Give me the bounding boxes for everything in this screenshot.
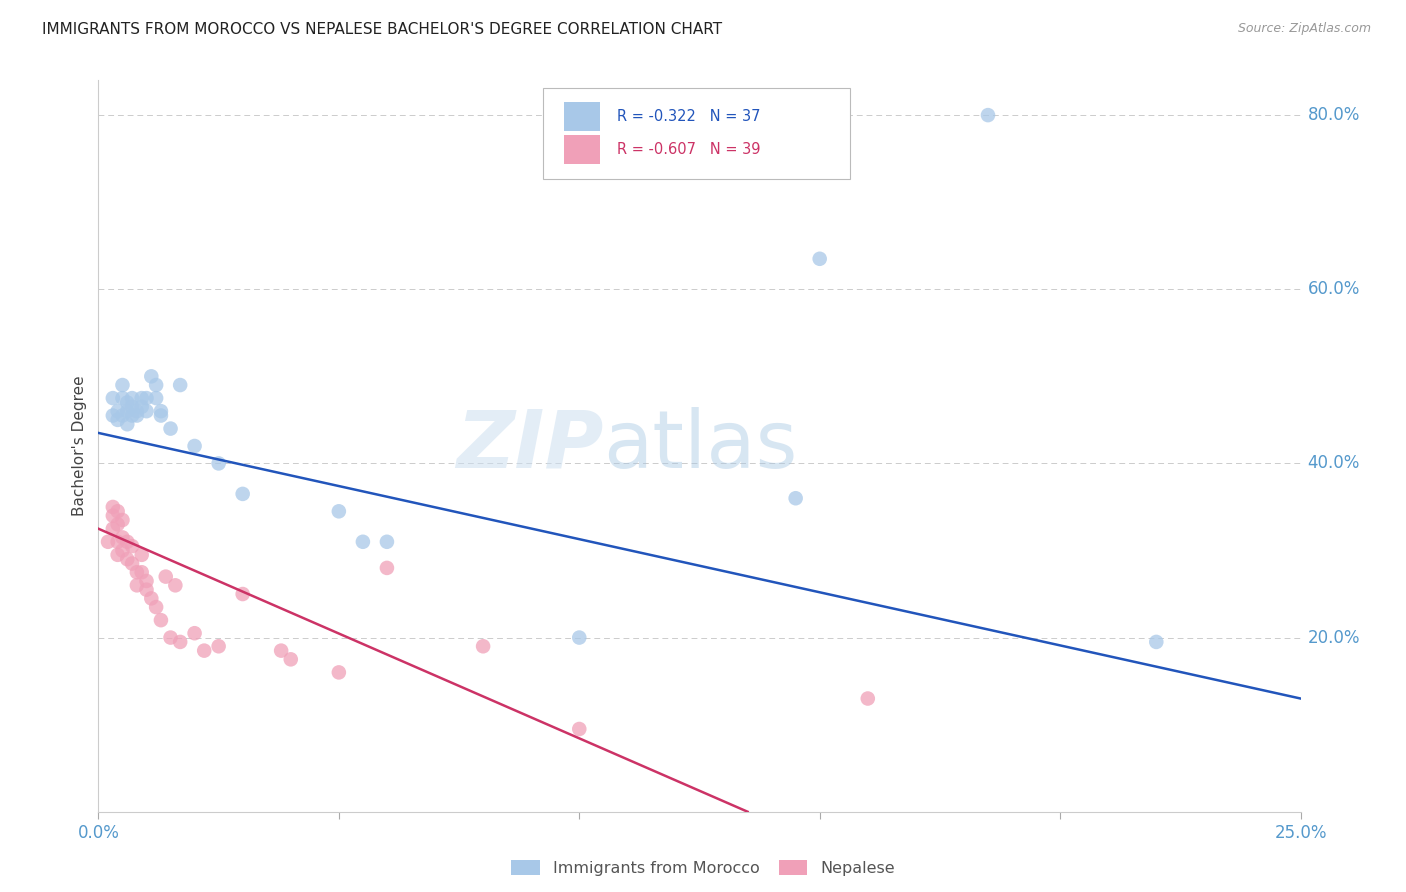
Point — [808, 252, 831, 266]
Point — [135, 404, 157, 418]
Point — [111, 391, 134, 405]
Point — [121, 557, 143, 571]
Point — [328, 665, 350, 680]
Point — [169, 635, 191, 649]
Point — [101, 522, 124, 536]
Point — [117, 534, 139, 549]
Point — [165, 578, 187, 592]
Bar — [564, 103, 600, 131]
Point — [97, 534, 120, 549]
Text: ZIP: ZIP — [456, 407, 603, 485]
Point — [375, 534, 398, 549]
Point — [977, 108, 1000, 122]
Point — [101, 508, 124, 523]
Point — [183, 439, 205, 453]
Point — [125, 578, 148, 592]
Point — [270, 643, 292, 657]
Point — [121, 400, 143, 414]
Point — [101, 409, 124, 423]
Text: atlas: atlas — [603, 407, 797, 485]
Point — [145, 600, 167, 615]
Point — [568, 722, 591, 736]
Point — [111, 378, 134, 392]
Text: 60.0%: 60.0% — [1308, 280, 1360, 298]
Point — [1144, 635, 1167, 649]
Point — [131, 391, 153, 405]
Text: 40.0%: 40.0% — [1308, 454, 1360, 473]
Text: R = -0.607   N = 39: R = -0.607 N = 39 — [617, 142, 761, 157]
Point — [141, 591, 163, 606]
Point — [135, 391, 157, 405]
Point — [111, 530, 134, 544]
Point — [131, 566, 153, 580]
Point — [352, 534, 374, 549]
Point — [101, 500, 124, 514]
Text: 20.0%: 20.0% — [1308, 629, 1360, 647]
Point — [159, 631, 181, 645]
Point — [208, 457, 231, 471]
Point — [193, 643, 215, 657]
Point — [121, 409, 143, 423]
Point — [107, 534, 129, 549]
Point — [568, 631, 591, 645]
Point — [149, 613, 172, 627]
Text: IMMIGRANTS FROM MOROCCO VS NEPALESE BACHELOR'S DEGREE CORRELATION CHART: IMMIGRANTS FROM MOROCCO VS NEPALESE BACH… — [42, 22, 723, 37]
Point — [107, 404, 129, 418]
Point — [131, 400, 153, 414]
Point — [149, 404, 172, 418]
Point — [856, 691, 879, 706]
Point — [785, 491, 807, 506]
Point — [375, 561, 398, 575]
Point — [232, 487, 254, 501]
Bar — [564, 136, 600, 164]
Point — [183, 626, 205, 640]
Point — [117, 404, 139, 418]
Text: 80.0%: 80.0% — [1308, 106, 1360, 124]
Point — [121, 539, 143, 553]
Point — [107, 413, 129, 427]
Point — [328, 504, 350, 518]
FancyBboxPatch shape — [543, 87, 849, 179]
Point — [135, 574, 157, 588]
Point — [107, 504, 129, 518]
Point — [145, 391, 167, 405]
Y-axis label: Bachelor's Degree: Bachelor's Degree — [72, 376, 87, 516]
Point — [159, 421, 181, 435]
Point — [125, 409, 148, 423]
Point — [125, 404, 148, 418]
Point — [121, 391, 143, 405]
Point — [107, 517, 129, 532]
Point — [131, 548, 153, 562]
Text: R = -0.322   N = 37: R = -0.322 N = 37 — [617, 110, 761, 124]
Point — [155, 569, 177, 583]
Point — [101, 391, 124, 405]
Point — [117, 417, 139, 432]
Point — [472, 640, 495, 654]
Point — [111, 543, 134, 558]
Point — [117, 395, 139, 409]
Point — [280, 652, 302, 666]
Text: Source: ZipAtlas.com: Source: ZipAtlas.com — [1237, 22, 1371, 36]
Point — [145, 378, 167, 392]
Point — [117, 552, 139, 566]
Point — [141, 369, 163, 384]
Point — [107, 548, 129, 562]
Legend: Immigrants from Morocco, Nepalese: Immigrants from Morocco, Nepalese — [505, 854, 901, 882]
Point — [208, 640, 231, 654]
Point — [135, 582, 157, 597]
Point — [111, 409, 134, 423]
Point — [149, 409, 172, 423]
Point — [125, 566, 148, 580]
Point — [232, 587, 254, 601]
Point — [111, 513, 134, 527]
Point — [169, 378, 191, 392]
